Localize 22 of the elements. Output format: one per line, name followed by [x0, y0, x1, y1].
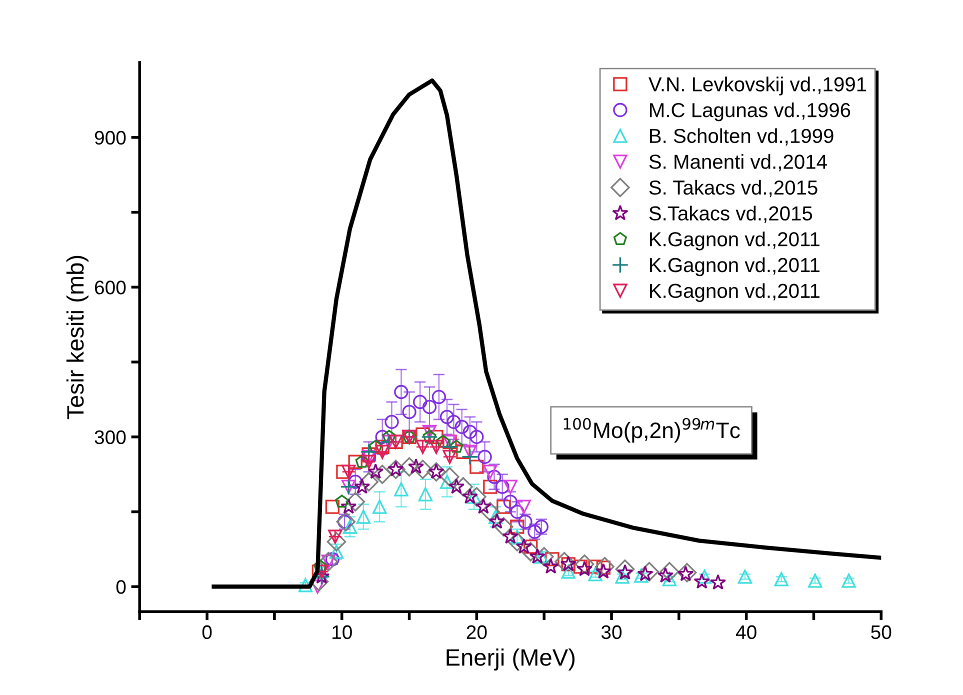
x-tick-label: 30 — [601, 625, 622, 640]
x-axis-title: Enerji (MeV) — [446, 648, 575, 670]
x-tick-label: 40 — [736, 625, 756, 640]
y-tick-label: 600 — [94, 280, 126, 294]
legend-label: S.Takacs vd.,2015 — [649, 206, 812, 223]
x-tick-label: 20 — [466, 625, 487, 640]
legend-label: K.Gagnon vd.,2011 — [650, 232, 820, 250]
legend-label: K.Gagnon vd.,2011 — [650, 257, 820, 276]
y-tick-label: 300 — [94, 430, 126, 444]
legend-label: B. Scholten vd.,1999 — [650, 128, 834, 146]
x-tick-label: 0 — [202, 625, 212, 640]
legend-label: S. Takacs vd.,2015 — [649, 180, 818, 198]
legend-label: V.N. Levkovskij vd.,1991 — [648, 76, 866, 96]
legend-label: M.C Lagunas vd.,1996 — [650, 102, 850, 122]
legend-label: K.Gagnon vd.,2011 — [650, 283, 820, 302]
y-axis-title: Tesir kesiti (mb) — [66, 256, 88, 420]
y-tick-label: 900 — [94, 130, 126, 145]
x-tick-label: 50 — [871, 625, 892, 640]
x-tick-label: 10 — [332, 625, 352, 640]
legend-label: S. Manenti vd.,2014 — [649, 154, 827, 172]
annotation: $^{100}$Mo(p,2n)$^{99m}$Tc — [564, 418, 740, 443]
y-tick-label: 0 — [116, 580, 126, 594]
